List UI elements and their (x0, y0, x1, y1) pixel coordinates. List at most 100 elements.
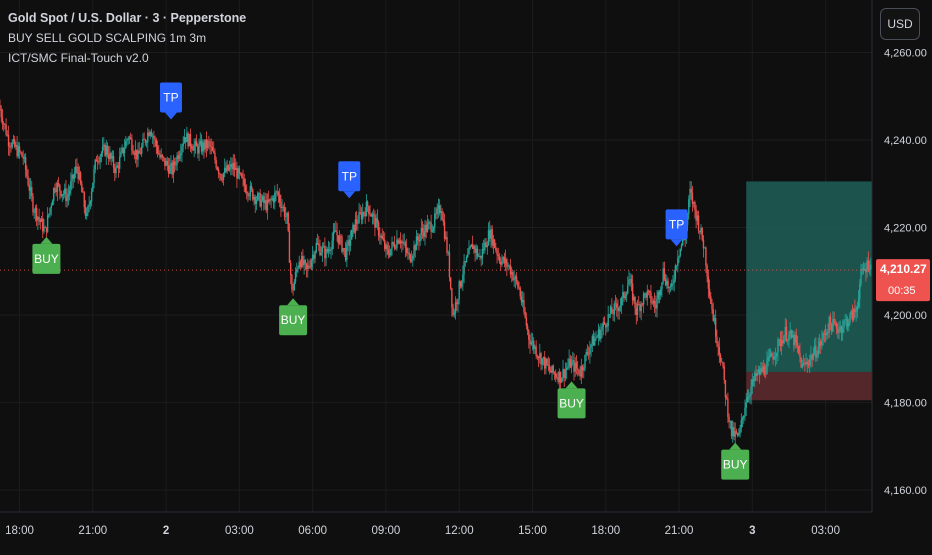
candle-body (667, 280, 669, 289)
candle-body (777, 339, 779, 353)
candle-body (43, 227, 45, 232)
candle-body (478, 256, 480, 257)
candle-body (167, 165, 170, 174)
candle-body (214, 152, 216, 161)
candle-body (696, 215, 699, 221)
candle-body (713, 318, 716, 321)
candle-body (333, 230, 336, 232)
candle-body (779, 339, 782, 347)
candle-body (605, 324, 607, 328)
candle-body (647, 290, 650, 292)
candle-body (394, 247, 397, 249)
candle-body (188, 133, 190, 147)
candle-body (506, 259, 508, 267)
candle-body (352, 224, 354, 230)
candle-body (673, 279, 675, 284)
candle-body (187, 133, 189, 147)
candle-body (508, 265, 510, 267)
candle-body (398, 240, 401, 244)
candle-body (65, 188, 67, 201)
candle-body (684, 239, 686, 240)
candle-body (217, 169, 220, 174)
candle-body (462, 274, 464, 282)
candle-body (53, 188, 55, 201)
candle-body (559, 371, 562, 383)
countdown-timer: 00:35 (888, 285, 916, 297)
candle-body (325, 249, 327, 259)
tp-signal-label: TP (163, 91, 178, 105)
time-tick-label: 3 (749, 525, 755, 537)
candle-body (585, 351, 587, 355)
candle-body (369, 213, 371, 215)
candle-body (115, 167, 117, 174)
candles-group (0, 99, 884, 444)
candle-body (429, 222, 431, 224)
candle-body (45, 227, 48, 232)
candle-body (820, 341, 822, 346)
candle-body (208, 141, 210, 143)
candle-body (496, 250, 498, 255)
candle-body (598, 329, 601, 340)
candle-body (311, 254, 314, 261)
symbol-title[interactable]: Gold Spot / U.S. Dollar · 3 · Pepperston… (8, 11, 247, 25)
candle-body (862, 268, 865, 271)
candle-body (109, 152, 111, 160)
candle-body (23, 157, 26, 159)
indicator-ict-smc[interactable]: ICT/SMC Final-Touch v2.0 (8, 51, 149, 65)
candle-body (724, 380, 727, 398)
candle-body (548, 365, 551, 371)
candle-body (71, 174, 73, 182)
candle-body (313, 254, 315, 259)
candle-body (580, 366, 583, 377)
candle-body (525, 317, 528, 326)
candle-body (821, 339, 823, 346)
candle-body (375, 218, 377, 228)
candle-body (224, 167, 226, 174)
candle-body (852, 308, 855, 321)
candle-body (82, 192, 84, 193)
candle-body (373, 214, 375, 216)
candle-body (357, 223, 359, 224)
candle-body (305, 263, 308, 269)
candle-body (552, 365, 554, 373)
candle-body (750, 386, 752, 396)
candle-body (689, 188, 691, 200)
candle-body (186, 133, 188, 143)
candle-body (289, 262, 292, 276)
indicator-buy-sell-scalping[interactable]: BUY SELL GOLD SCALPING 1m 3m (8, 31, 207, 45)
candle-body (576, 368, 579, 370)
candle-body (590, 344, 592, 348)
candle-body (197, 146, 199, 154)
candle-body (595, 337, 597, 339)
candle-body (6, 134, 9, 136)
candle-body (4, 123, 6, 125)
candle-body (452, 307, 454, 315)
candle-body (794, 334, 796, 346)
candle-body (153, 135, 155, 139)
candle-body (164, 157, 166, 166)
candle-body (150, 131, 153, 137)
candle-body (307, 265, 309, 269)
currency-button[interactable]: USD (880, 8, 920, 40)
candle-body (826, 332, 828, 336)
candle-body (746, 397, 749, 403)
candle-body (238, 168, 241, 174)
candle-body (393, 243, 396, 248)
candle-body (509, 265, 512, 275)
candle-body (540, 353, 542, 365)
candle-body (727, 398, 729, 418)
candle-body (550, 370, 552, 373)
candle-body (291, 275, 293, 290)
candle-body (366, 201, 369, 207)
candle-body (641, 303, 644, 305)
tp-signal-box (338, 161, 361, 192)
candle-body (143, 138, 145, 140)
candle-body (460, 281, 463, 287)
candle-body (629, 279, 631, 281)
candle-body (127, 138, 129, 140)
candle-body (145, 142, 148, 144)
candle-body (277, 192, 280, 195)
candle-body (707, 276, 710, 289)
